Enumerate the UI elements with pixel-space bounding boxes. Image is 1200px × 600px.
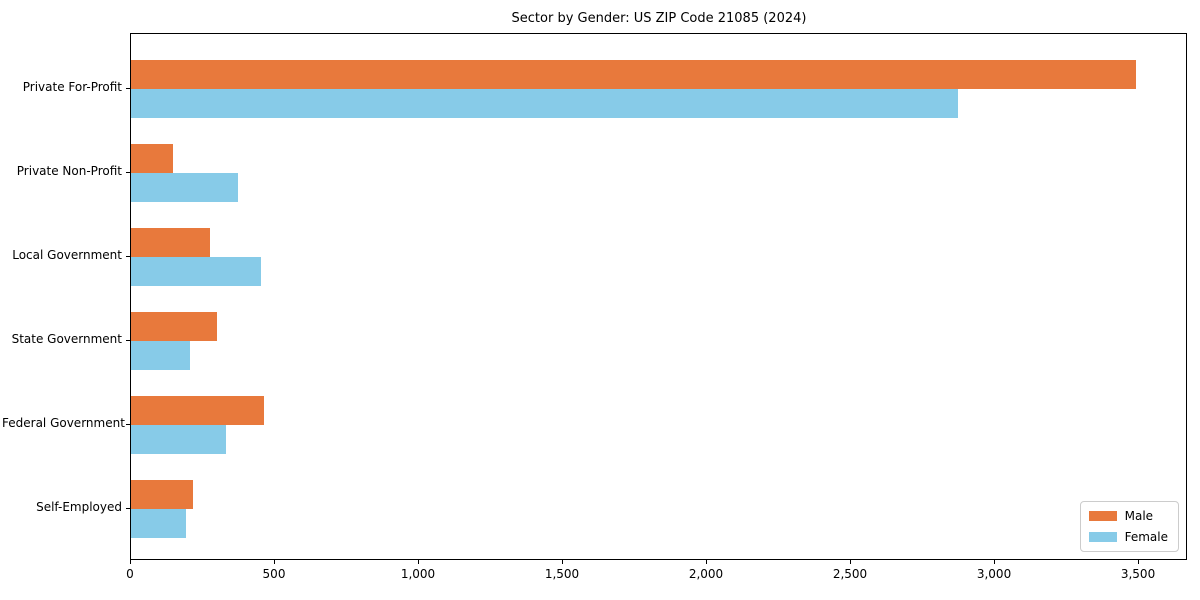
- xtick-mark: [562, 560, 564, 564]
- bar-group: [131, 131, 1186, 215]
- xtick-mark: [274, 560, 276, 564]
- xtick-mark: [994, 560, 996, 564]
- legend-label-male: Male: [1124, 509, 1154, 523]
- legend-item-female: Female: [1088, 530, 1168, 544]
- male-color-swatch: [1088, 511, 1117, 521]
- female-bar: [131, 341, 190, 370]
- ytick-label: Self-Employed: [36, 500, 122, 514]
- ytick-label: Federal Government: [2, 416, 125, 430]
- bar-pair: [131, 228, 1186, 286]
- legend-item-male: Male: [1088, 509, 1168, 523]
- chart-title: Sector by Gender: US ZIP Code 21085 (202…: [511, 11, 807, 26]
- xtick-mark: [130, 560, 132, 564]
- bar-pair: [131, 144, 1186, 202]
- female-bar: [131, 257, 261, 286]
- female-bar: [131, 425, 226, 454]
- xtick-label: 1,500: [544, 567, 580, 581]
- bars-container: [131, 47, 1186, 551]
- bar-pair: [131, 396, 1186, 454]
- xtick-mark: [850, 560, 852, 564]
- ytick-mark: [126, 88, 130, 90]
- xtick-label: 3,000: [976, 567, 1012, 581]
- male-bar: [131, 312, 218, 341]
- xtick-mark: [706, 560, 708, 564]
- xtick-mark: [1138, 560, 1140, 564]
- xtick-label: 500: [262, 567, 286, 581]
- ytick-mark: [126, 340, 130, 342]
- bar-group: [131, 467, 1186, 551]
- male-bar: [131, 60, 1137, 89]
- xtick-label: 1,000: [400, 567, 436, 581]
- ytick-label: Private Non-Profit: [16, 164, 122, 178]
- female-color-swatch: [1088, 532, 1117, 542]
- bar-group: [131, 299, 1186, 383]
- ytick-label: State Government: [11, 332, 122, 346]
- bar-group: [131, 47, 1186, 131]
- legend: Male Female: [1079, 501, 1179, 552]
- xtick-mark: [418, 560, 420, 564]
- ytick-mark: [126, 256, 130, 258]
- ytick-mark: [126, 172, 130, 174]
- xtick-label: 2,000: [688, 567, 724, 581]
- female-bar: [131, 509, 186, 538]
- male-bar: [131, 480, 193, 509]
- ytick-mark: [126, 508, 130, 510]
- bar-pair: [131, 312, 1186, 370]
- bar-pair: [131, 60, 1186, 118]
- male-bar: [131, 144, 173, 173]
- ytick-label: Local Government: [12, 248, 122, 262]
- xtick-label: 2,500: [832, 567, 868, 581]
- male-bar: [131, 228, 211, 257]
- plot-area: Male Female: [130, 33, 1187, 560]
- ytick-label: Private For-Profit: [22, 80, 122, 94]
- xtick-label: 3,500: [1120, 567, 1156, 581]
- bar-pair: [131, 480, 1186, 538]
- female-bar: [131, 89, 958, 118]
- bar-group: [131, 383, 1186, 467]
- bar-group: [131, 215, 1186, 299]
- female-bar: [131, 173, 238, 202]
- male-bar: [131, 396, 264, 425]
- xtick-label: 0: [126, 567, 134, 581]
- legend-label-female: Female: [1124, 530, 1168, 544]
- ytick-mark: [126, 424, 130, 426]
